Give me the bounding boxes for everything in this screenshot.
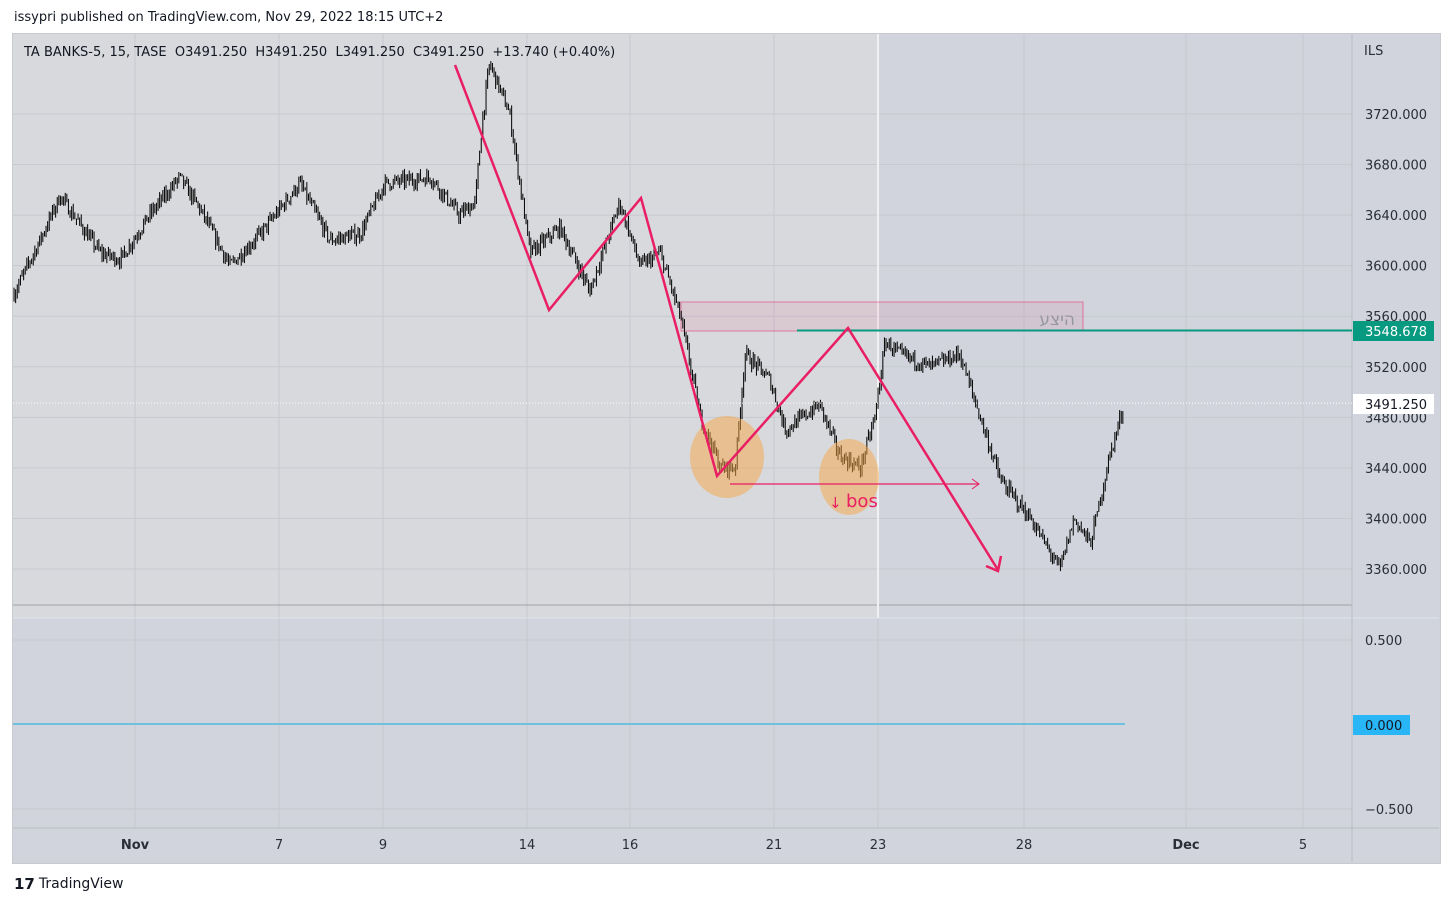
last-price-badge xyxy=(1353,394,1434,414)
bos-arrow-icon xyxy=(971,478,980,490)
symbol[interactable]: TA BANKS-5, 15, TASE xyxy=(24,45,167,60)
time-axis[interactable]: Nov 7 9 14 16 21 23 28 Dec 5 xyxy=(121,838,1307,853)
supply-zone-label: היצע xyxy=(1039,310,1075,330)
brand-name: TradingView xyxy=(38,876,124,892)
price-tick: 3400.000 xyxy=(1365,512,1427,527)
price-tick: 3480.000 xyxy=(1365,411,1427,426)
change-value: +13.740 (+0.40%) xyxy=(492,45,616,60)
open-value: O3491.250 xyxy=(174,45,248,60)
ohlc-legend: TA BANKS-5, 15, TASE O3491.250 H3491.250… xyxy=(24,45,615,60)
price-tick: 3440.000 xyxy=(1365,462,1427,477)
zigzag-drawing[interactable] xyxy=(453,64,1000,571)
price-tick: 3360.000 xyxy=(1365,563,1427,578)
grid xyxy=(13,34,1352,828)
price-tick: 3640.000 xyxy=(1365,209,1427,224)
arrow-head-icon xyxy=(985,555,1003,573)
bos-label: bos xyxy=(846,491,878,512)
last-price-label: 3491.250 xyxy=(1365,398,1427,413)
time-tick: 14 xyxy=(519,838,536,853)
price-tick: 3600.000 xyxy=(1365,260,1427,275)
indicator-tick: −0.500 xyxy=(1365,803,1413,818)
level-price-label: 3548.678 xyxy=(1365,325,1427,340)
tv-logo-icon: 17 xyxy=(14,875,35,893)
highlight-ellipse-low2[interactable] xyxy=(819,439,879,515)
publisher-line: issypri published on TradingView.com, No… xyxy=(14,10,444,25)
bos-down-arrow-icon: ↓ xyxy=(829,494,842,512)
highlight-ellipse-low1[interactable] xyxy=(690,416,764,498)
high-value: H3491.250 xyxy=(255,45,328,60)
close-value: C3491.250 xyxy=(413,45,485,60)
history-shade xyxy=(13,34,878,618)
price-tick: 3680.000 xyxy=(1365,159,1427,174)
time-tick: 21 xyxy=(766,838,783,853)
price-tick: 3720.000 xyxy=(1365,108,1427,123)
level-price-badge xyxy=(1353,321,1434,341)
price-axis[interactable]: 3720.0003680.0003640.0003600.0003560.000… xyxy=(1365,108,1427,578)
time-tick: Dec xyxy=(1172,838,1199,853)
indicator-tick: 0.500 xyxy=(1365,634,1402,649)
time-tick: 28 xyxy=(1016,838,1033,853)
time-tick: Nov xyxy=(121,838,150,853)
time-tick: 9 xyxy=(379,838,387,853)
time-tick: 16 xyxy=(622,838,639,853)
time-tick: 23 xyxy=(870,838,887,853)
currency-label: ILS xyxy=(1364,44,1383,59)
indicator-value-badge xyxy=(1353,715,1410,735)
price-tick: 3520.000 xyxy=(1365,361,1427,376)
supply-zone[interactable] xyxy=(680,301,1084,332)
indicator-value-label: 0.000 xyxy=(1365,719,1402,734)
time-tick: 7 xyxy=(275,838,283,853)
low-value: L3491.250 xyxy=(335,45,405,60)
tradingview-logo[interactable]: 17 TradingView xyxy=(14,875,123,893)
candles xyxy=(13,61,1124,572)
time-tick: 5 xyxy=(1299,838,1307,853)
